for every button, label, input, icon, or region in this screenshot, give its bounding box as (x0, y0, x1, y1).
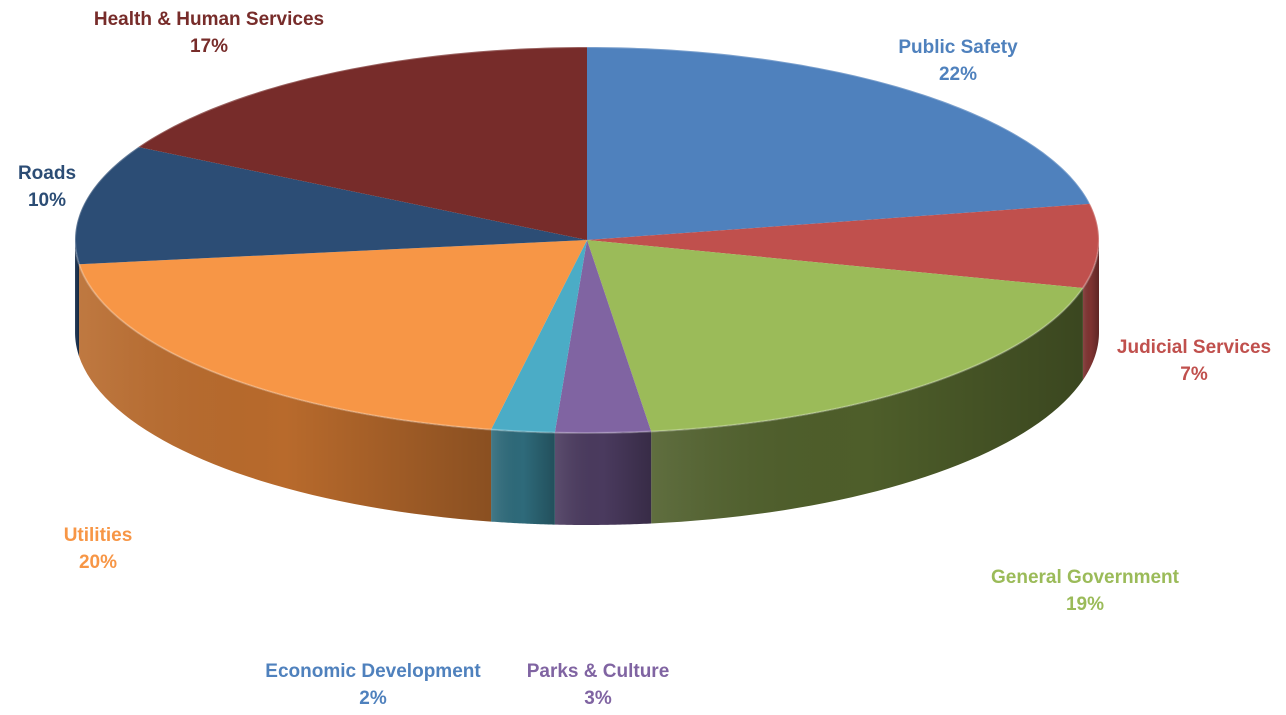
slice-side-shade (79, 264, 492, 522)
slice-health-human-services (138, 47, 587, 240)
slice-value-label: 10% (27, 190, 67, 211)
slice-name: General Government (991, 567, 1179, 588)
slice-value-label: 7% (1180, 364, 1208, 385)
slice-utilities (79, 240, 587, 430)
slice-value-label: 22% (938, 64, 978, 85)
slice-label-health-human-services: Health & Human Services 17% (94, 6, 324, 60)
slice-label-public-safety: Public Safety 22% (898, 34, 1017, 88)
slice-side-shade (75, 240, 80, 357)
slice-general-government (587, 240, 1083, 432)
slice-label-economic-development: Economic Development 2% (265, 658, 480, 712)
slice-name: Health & Human Services (93, 9, 325, 30)
pie-rim (74, 46, 1100, 434)
slice-value-label: 17% (189, 36, 229, 57)
slice-side-shade (1082, 240, 1099, 380)
slice-name: Public Safety (898, 37, 1018, 58)
slice-name: Utilities (63, 525, 133, 546)
slice-roads (75, 147, 587, 265)
slice-label-judicial-services: Judicial Services 7% (1117, 334, 1271, 388)
slice-side-shade (554, 431, 652, 525)
slice-label-roads: Roads 10% (18, 160, 76, 214)
slice-label-utilities: Utilities 20% (64, 522, 133, 576)
slice-value-label: 20% (78, 552, 118, 573)
slice-name: Roads (17, 163, 77, 184)
slice-name: Parks & Culture (526, 661, 670, 682)
slice-name: Economic Development (265, 661, 481, 682)
slice-value-label: 19% (1065, 594, 1105, 615)
slice-name: Judicial Services (1116, 337, 1272, 358)
slice-economic-development (491, 240, 587, 433)
slice-value-label: 3% (584, 688, 612, 709)
slice-judicial-services (587, 203, 1099, 288)
slice-side-shade (491, 429, 555, 525)
slice-public-safety (587, 47, 1090, 240)
slice-side-shade (651, 288, 1083, 524)
slice-value-label: 2% (359, 688, 387, 709)
slice-label-general-government: General Government 19% (991, 564, 1179, 618)
slice-parks-culture (554, 240, 652, 433)
slice-label-parks-culture: Parks & Culture 3% (527, 658, 670, 712)
